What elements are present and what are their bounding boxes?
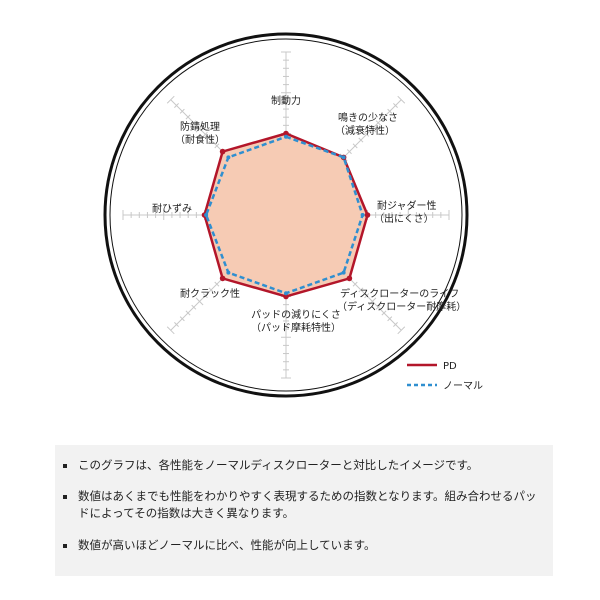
data-point [219,148,226,155]
grid-tick [387,108,393,114]
grid-tick [214,143,220,149]
grid-tick [352,143,358,149]
grid-tick [397,326,406,335]
grid-tick [352,281,358,287]
legend-pd-label: PD [443,361,457,372]
grid-tick [166,326,175,335]
grid-tick [185,114,191,120]
axis-label: （耐食性） [175,133,225,146]
data-point [226,270,231,275]
note-item: このグラフは、各性能をノーマルディスクローターと対比したイメージです。 [63,457,538,474]
legend: PD ノーマル [407,361,483,392]
grid-tick [381,114,387,120]
grid-tick [174,103,179,108]
grid-tick [208,137,214,143]
grid-tick [375,120,381,126]
grid-tick [179,316,185,322]
data-point [341,155,346,160]
axis-label: 耐ひずみ [152,202,192,215]
grid-tick [179,108,185,114]
axis-label: （減衰特性） [335,124,395,137]
data-point [284,134,288,139]
axis-label: （ディスクローター耐摩耗） [337,300,466,313]
note-item: 数値が高いほどノーマルに比べ、性能が向上しています。 [63,537,538,554]
axis-label: （パッド摩耗特性） [251,321,341,334]
grid-tick [202,131,208,137]
data-point [204,213,209,217]
grid-tick [174,322,179,327]
note-item: 数値はあくまでも性能をわかりやすく表現するための指数となります。組み合わせるパッ… [63,489,537,520]
grid-tick [387,316,393,322]
disc-inner-ring [109,38,463,392]
data-point [226,155,231,160]
grid-tick [208,287,214,293]
axis-label: （出にくさ） [374,212,434,225]
grid-tick [364,131,370,137]
grid-tick [368,297,377,306]
data-point [346,275,353,282]
grid-tick [185,310,191,316]
data-point [283,293,289,300]
axis-label: パッドの減りにくさ [251,308,341,321]
grid-tick [191,120,197,126]
axis-label: ディスクローターのライフ [340,287,459,300]
legend-normal-label: ノーマル [443,381,483,392]
grid-tick [397,95,406,104]
grid-tick [358,137,364,143]
grid-tick [393,103,398,108]
grid-tick [191,304,197,310]
grid-tick [375,304,381,310]
data-point [364,212,371,218]
grid-tick [358,287,364,293]
axis-label: 耐ジャダー性 [377,199,437,212]
grid-tick [214,281,220,287]
grid-tick [393,322,398,327]
data-point [341,270,346,275]
disc-outer-ring [103,32,469,398]
data-point [284,291,288,296]
grid-tick [364,293,370,299]
grid-tick [368,124,377,133]
axis-label: 鳴きの少なさ [338,111,398,124]
grid-tick [381,310,387,316]
notes-box: このグラフは、各性能をノーマルディスクローターと対比したイメージです。 数値はあ… [55,445,553,576]
data-point [360,213,365,217]
data-point [219,275,226,282]
grid-tick [202,293,208,299]
data-point [283,130,289,137]
grid-tick [166,95,175,104]
axis-label: 制動力 [271,94,301,107]
radar-chart: 制動力鳴きの少なさ（減衰特性）耐ジャダー性（出にくさ）ディスクローターのライフ（… [103,32,483,398]
axis-label: 耐クラック性 [180,287,240,300]
grid-tick [346,149,352,155]
grid-tick [195,124,204,133]
grid-tick [195,297,204,306]
axis-label: 防錆処理 [180,120,220,133]
